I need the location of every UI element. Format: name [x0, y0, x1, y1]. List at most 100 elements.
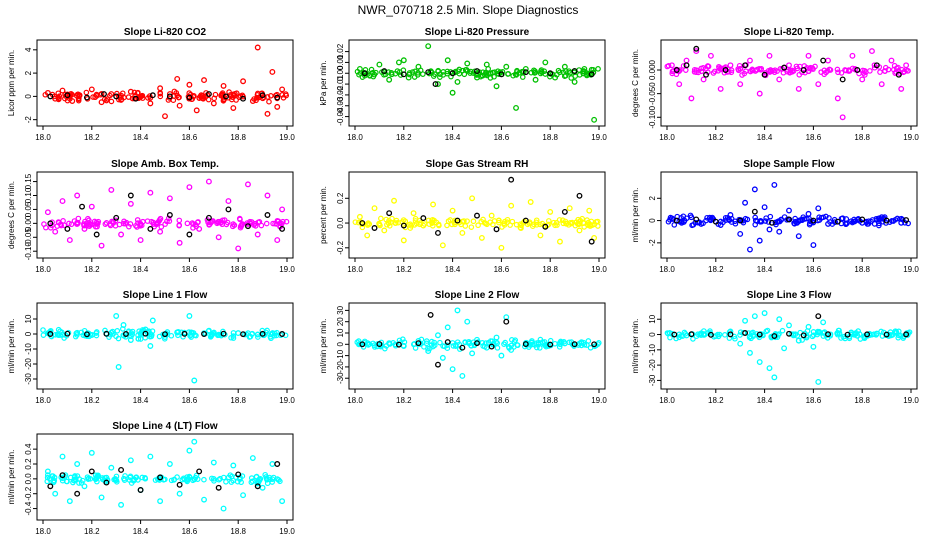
data-point: [420, 222, 427, 229]
data-point: [127, 88, 134, 95]
band-marker: [496, 219, 502, 226]
data-point: [74, 329, 81, 336]
data-point: [454, 78, 461, 85]
highlight-point: [240, 95, 247, 102]
data-point: [815, 378, 822, 385]
band-marker: [217, 475, 223, 482]
data-point: [162, 113, 168, 120]
highlight-point: [137, 487, 144, 493]
data-point: [698, 220, 705, 227]
highlight-point: [415, 340, 422, 347]
chart-title: Slope Line 1 Flow: [123, 290, 208, 301]
highlight-point: [240, 331, 247, 338]
highlight-point: [245, 223, 251, 230]
band-marker: [55, 219, 62, 225]
band-marker: [168, 477, 175, 484]
data-point: [364, 232, 371, 239]
band-marker: [537, 221, 543, 228]
band-marker: [230, 333, 237, 339]
highlight-point: [873, 62, 880, 69]
highlight-point: [359, 341, 366, 348]
band-marker: [412, 215, 419, 222]
data-point: [557, 238, 563, 245]
data-point: [810, 343, 817, 350]
band-marker: [502, 339, 508, 346]
data-point: [147, 343, 154, 349]
chart-panel-1: Slope Li-820 CO2 18.0 18.2 18.4 18.6 18.8 19.0…: [7, 27, 295, 142]
band-marker: [444, 345, 451, 352]
band-marker: [423, 338, 430, 344]
data-point: [176, 490, 183, 497]
y-tick-label: -0.4: [24, 501, 33, 515]
band-marker: [478, 218, 485, 225]
data-point: [571, 78, 578, 85]
x-tick-label: 19.0: [591, 133, 607, 142]
x-tick-label: 18.6: [806, 265, 822, 274]
y-tick-label: -2: [24, 116, 33, 124]
data-point: [493, 83, 500, 90]
band-marker: [536, 345, 543, 351]
data-point: [166, 461, 173, 467]
data-point: [147, 453, 154, 460]
highlight-point: [381, 68, 388, 75]
band-marker: [198, 92, 205, 98]
x-tick-label: 18.8: [230, 265, 246, 274]
x-tick-label: 18.6: [182, 265, 198, 274]
x-tick-label: 19.0: [591, 265, 607, 274]
band-marker: [894, 215, 901, 222]
highlight-point: [74, 490, 81, 497]
band-marker: [187, 474, 193, 481]
band-marker: [67, 474, 74, 481]
data-point: [742, 199, 749, 206]
chart-title: Slope Line 2 Flow: [435, 290, 520, 301]
y-tick-label: 0.000: [648, 59, 657, 80]
x-tick-label: 18.2: [396, 133, 412, 142]
highlight-point: [522, 69, 529, 76]
band-marker: [264, 94, 271, 100]
highlight-point: [64, 330, 71, 337]
band-marker: [145, 95, 151, 101]
band-marker: [217, 220, 224, 226]
highlight-point: [47, 220, 54, 227]
data-point: [527, 199, 534, 205]
data-point: [118, 96, 125, 103]
y-tick-label: 0: [336, 342, 345, 347]
plot-frame: [348, 39, 606, 127]
chart-panel-8: Slope Line 2 Flow 18.0 18.2 18.4 18.6 18.8 19.…: [319, 290, 607, 405]
band-marker: [223, 478, 229, 485]
highlight-point: [522, 217, 529, 224]
highlight-point: [671, 331, 678, 338]
data-point: [210, 459, 217, 466]
y-tick-label: 0.02: [336, 43, 345, 59]
data-point: [108, 186, 115, 193]
band-marker: [467, 68, 474, 75]
band-marker: [530, 223, 536, 230]
y-tick-label: -10: [336, 349, 345, 361]
data-point: [44, 209, 51, 216]
band-marker: [480, 69, 486, 76]
band-marker: [156, 333, 163, 340]
band-marker: [516, 69, 523, 76]
band-marker: [221, 217, 228, 223]
data-point: [898, 85, 905, 92]
data-point: [693, 48, 700, 55]
data-point: [854, 332, 861, 339]
data-point: [264, 192, 271, 199]
plot-frame: [348, 171, 606, 259]
data-point: [113, 313, 120, 319]
highlight-point: [786, 330, 792, 337]
highlight-point: [103, 479, 110, 486]
band-marker: [772, 219, 779, 226]
band-marker: [122, 473, 128, 479]
chart-panel-10: Slope Line 4 (LT) Flow 18.0 18.2 18.4 18.6 18…: [7, 421, 295, 536]
data-point: [756, 90, 763, 97]
highlight-point: [834, 218, 841, 225]
plot-frame: [348, 302, 606, 390]
data-point: [230, 105, 237, 111]
band-marker: [247, 333, 254, 340]
data-point: [137, 237, 144, 244]
band-marker: [352, 219, 359, 225]
highlight-point: [435, 230, 441, 236]
band-marker: [429, 217, 435, 223]
band-marker: [240, 93, 246, 100]
